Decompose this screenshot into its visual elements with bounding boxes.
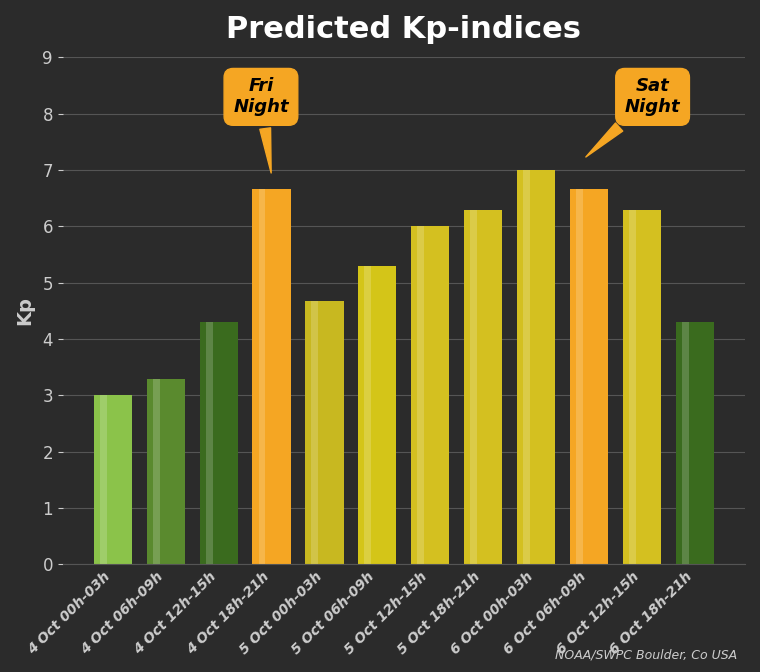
Text: Fri
Night: Fri Night — [233, 77, 289, 173]
Bar — [153, 378, 160, 564]
Bar — [252, 189, 290, 564]
Bar — [417, 226, 424, 564]
Bar — [258, 189, 265, 564]
Bar — [306, 301, 344, 564]
Bar — [576, 189, 583, 564]
Bar — [312, 301, 318, 564]
Bar — [629, 210, 636, 564]
Bar — [464, 210, 502, 564]
Bar — [358, 266, 397, 564]
Bar — [470, 210, 477, 564]
Bar — [411, 226, 449, 564]
Bar — [676, 322, 714, 564]
Bar — [523, 170, 530, 564]
Text: Sat
Night: Sat Night — [586, 77, 680, 157]
Bar — [206, 322, 213, 564]
Bar — [200, 322, 238, 564]
Bar — [147, 378, 185, 564]
Bar — [623, 210, 661, 564]
Text: NOAA/SWPC Boulder, Co USA: NOAA/SWPC Boulder, Co USA — [555, 649, 737, 662]
Bar — [570, 189, 608, 564]
Y-axis label: Kp: Kp — [15, 296, 34, 325]
Bar — [93, 395, 131, 564]
Bar — [517, 170, 556, 564]
Bar — [100, 395, 106, 564]
Bar — [682, 322, 689, 564]
Bar — [365, 266, 372, 564]
Title: Predicted Kp-indices: Predicted Kp-indices — [226, 15, 581, 44]
